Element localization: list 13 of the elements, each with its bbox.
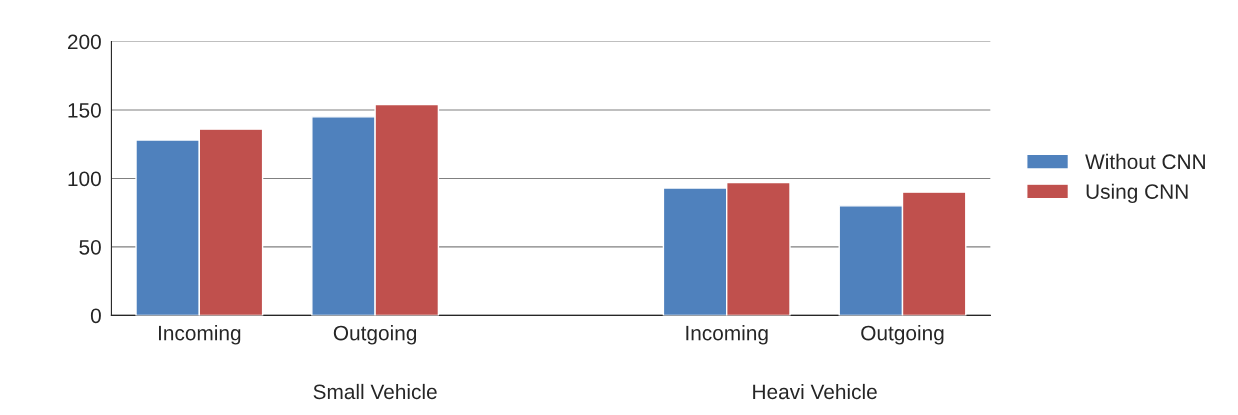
y-tick-label: 100	[68, 171, 101, 187]
legend-label: Using CNN	[1086, 183, 1188, 204]
x-tick-label: Incoming	[158, 325, 241, 345]
y-tick-label: 0	[90, 308, 101, 324]
text: Small Vehicle	[313, 383, 437, 400]
y-tick-label: 150	[68, 102, 101, 118]
x-tick-label: Outgoing	[861, 325, 944, 345]
x-tick-label: Incoming	[686, 325, 768, 345]
y-tick-label: 200	[67, 34, 101, 50]
y-tick-label: 50	[79, 239, 101, 255]
x-tick-label: Outgoing	[333, 325, 417, 345]
text: Heavi Vehicle	[753, 383, 877, 400]
legend-label: Without CNN	[1085, 153, 1205, 170]
